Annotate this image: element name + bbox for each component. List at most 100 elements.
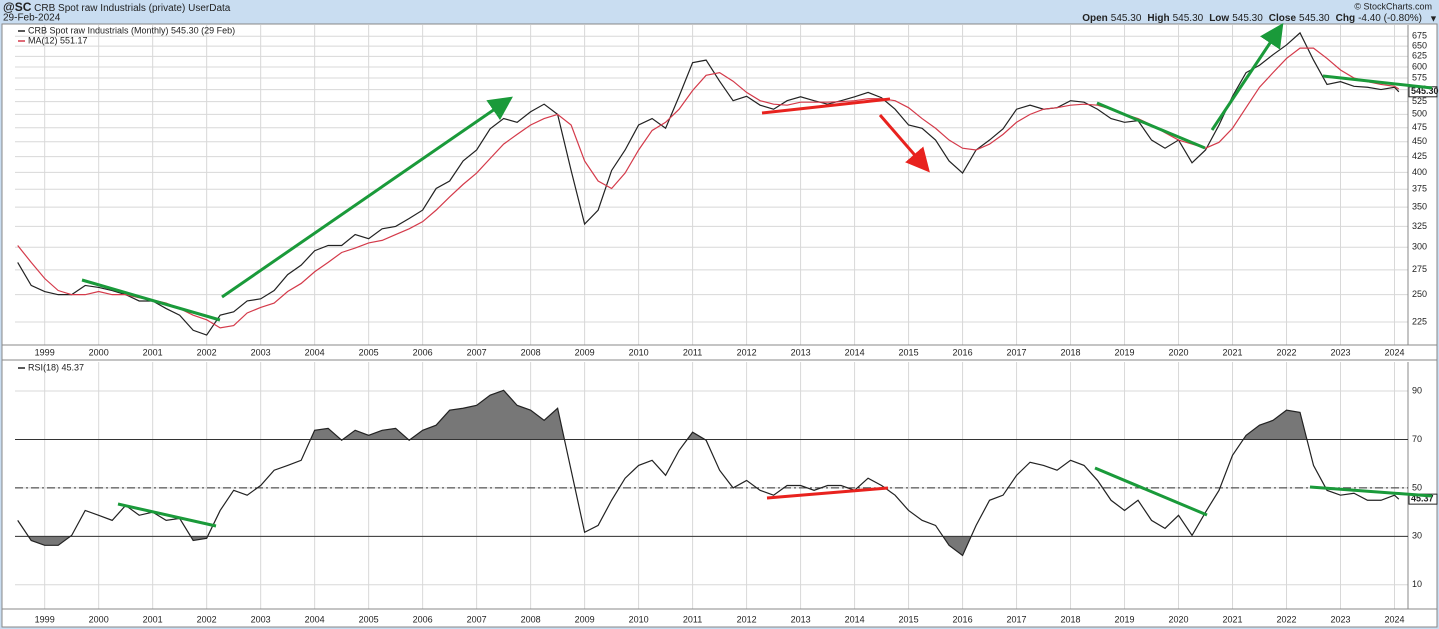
price-panel [1, 23, 1438, 361]
y-tick-label: 50 [1412, 482, 1422, 492]
x-tick-label: 1999 [35, 614, 55, 624]
x-tick-label: 2012 [737, 347, 757, 357]
source: UserData [188, 3, 231, 14]
x-tick-label: 2016 [953, 347, 973, 357]
y-tick-label: 650 [1412, 41, 1427, 51]
y-tick-label: 70 [1412, 434, 1422, 444]
y-tick-label: 250 [1412, 289, 1427, 299]
x-tick-label: 2008 [521, 614, 541, 624]
x-tick-label: 2001 [143, 347, 163, 357]
y-tick-label: 450 [1412, 136, 1427, 146]
x-tick-label: 2016 [953, 614, 973, 624]
y-tick-label: 375 [1412, 184, 1427, 194]
last-value-label: 45.37 [1411, 494, 1434, 504]
trend-line [81, 278, 221, 322]
x-tick-label: 2002 [197, 347, 217, 357]
x-tick-label: 2019 [1115, 347, 1135, 357]
quote-value: -4.40 (-0.80%) [1358, 13, 1422, 24]
quote: Open 545.30 High 545.30 Low 545.30 Close 545.30… [1082, 13, 1422, 24]
quote-label: Chg [1336, 13, 1355, 24]
trend-line [1309, 485, 1433, 498]
x-tick-label: 2009 [575, 614, 595, 624]
x-tick-label: 2018 [1061, 614, 1081, 624]
x-tick-label: 2003 [251, 347, 271, 357]
legend-label: CRB Spot raw Industrials (Monthly) 545.3… [28, 25, 235, 35]
x-tick-label: 2023 [1330, 614, 1350, 624]
x-tick-label: 2014 [845, 614, 865, 624]
header-left: @SC CRB Spot raw Industrials (private) U… [3, 0, 231, 14]
x-tick-label: 2011 [683, 347, 702, 357]
quote-value: 545.30 [1173, 13, 1204, 24]
y-tick-label: 575 [1412, 72, 1427, 82]
y-tick-label: 475 [1412, 122, 1427, 132]
quote-label: Open [1082, 13, 1108, 24]
x-tick-label: 2010 [629, 614, 649, 624]
x-tick-label: 2008 [521, 347, 541, 357]
x-tick-label: 2005 [359, 614, 379, 624]
trend-line [117, 502, 217, 528]
x-tick-label: 2000 [89, 347, 109, 357]
x-tick-label: 2007 [467, 347, 487, 357]
y-tick-label: 500 [1412, 109, 1427, 119]
y-tick-label: 90 [1412, 385, 1422, 395]
x-tick-label: 2014 [845, 347, 865, 357]
annotations [81, 23, 1433, 528]
x-tick-label: 2013 [791, 614, 811, 624]
description: CRB Spot raw Industrials (private) [34, 3, 185, 14]
x-tick-label: 2020 [1169, 347, 1189, 357]
y-tick-label: 275 [1412, 264, 1427, 274]
trend-arrow [221, 96, 513, 299]
x-tick-label: 2015 [899, 347, 919, 357]
x-tick-label: 2010 [629, 347, 649, 357]
x-tick-label: 2011 [683, 614, 702, 624]
series-line [17, 389, 1400, 557]
x-tick-label: 2020 [1169, 614, 1189, 624]
y-tick-label: 400 [1412, 167, 1427, 177]
trend-line [766, 486, 889, 500]
trend-line [1322, 74, 1433, 90]
credit: © StockCharts.com [1354, 1, 1432, 11]
rsi-panel [1, 359, 1438, 628]
x-tick-label: 2006 [413, 347, 433, 357]
trend-arrow [878, 114, 930, 173]
x-tick-label: 2001 [143, 614, 163, 624]
legend-label: RSI(18) 45.37 [28, 362, 84, 372]
x-tick-label: 2003 [251, 614, 271, 624]
x-tick-label: 2012 [737, 614, 757, 624]
symbol: @SC [3, 0, 32, 14]
x-tick-label: 2017 [1007, 614, 1027, 624]
trend-line [761, 97, 891, 115]
x-tick-label: 2015 [899, 614, 919, 624]
x-tick-label: 1999 [35, 347, 55, 357]
x-tick-label: 2024 [1384, 347, 1404, 357]
y-tick-label: 225 [1412, 316, 1427, 326]
x-tick-label: 2004 [305, 614, 325, 624]
x-tick-label: 2013 [791, 347, 811, 357]
quote-value: 545.30 [1232, 13, 1263, 24]
x-tick-label: 2022 [1277, 614, 1297, 624]
y-tick-label: 325 [1412, 221, 1427, 231]
y-tick-label: 675 [1412, 31, 1427, 41]
quote-label: Close [1269, 13, 1297, 24]
down-arrow: ▼ [1429, 13, 1438, 23]
trend-line [1094, 466, 1208, 517]
x-tick-label: 2009 [575, 347, 595, 357]
x-tick-label: 2005 [359, 347, 379, 357]
quote-label: High [1147, 13, 1169, 24]
x-tick-label: 2002 [197, 614, 217, 624]
legend-label: MA(12) 551.17 [28, 35, 88, 45]
x-tick-label: 2019 [1115, 614, 1135, 624]
y-tick-label: 300 [1412, 242, 1427, 252]
last-value-label: 545.30 [1411, 86, 1439, 96]
x-tick-label: 2004 [305, 347, 325, 357]
y-tick-label: 350 [1412, 202, 1427, 212]
y-tick-label: 525 [1412, 96, 1427, 106]
x-tick-label: 2021 [1223, 614, 1243, 624]
y-tick-label: 600 [1412, 61, 1427, 71]
trend-arrow [1210, 23, 1284, 131]
shade-area [17, 390, 1399, 440]
x-tick-label: 2022 [1277, 347, 1297, 357]
x-tick-label: 2007 [467, 614, 487, 624]
x-tick-label: 2017 [1007, 347, 1027, 357]
